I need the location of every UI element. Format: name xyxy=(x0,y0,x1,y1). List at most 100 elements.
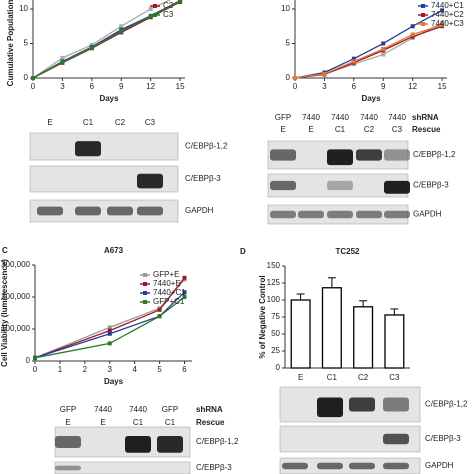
lane-label: C1 xyxy=(165,418,176,427)
point xyxy=(182,290,187,295)
band-label: C/EBPβ-3 xyxy=(196,463,232,472)
x-tick-label: 3 xyxy=(60,82,65,91)
lane-label: C2 xyxy=(115,118,126,127)
legend-marker xyxy=(143,291,147,295)
blot-band xyxy=(327,149,353,166)
point xyxy=(107,325,112,330)
legend-label: 7440+C1 xyxy=(431,1,464,10)
point xyxy=(410,34,415,39)
blot-band xyxy=(270,180,296,191)
blot-band xyxy=(383,397,409,412)
point xyxy=(440,8,445,13)
x-tick-label: 12 xyxy=(408,82,417,91)
point xyxy=(381,41,386,46)
x-tick-label: 15 xyxy=(176,82,185,91)
x-tick-label: 0 xyxy=(293,82,298,91)
point xyxy=(410,32,415,37)
x-tick-label: 9 xyxy=(119,82,124,91)
point xyxy=(119,24,124,29)
blot-strip xyxy=(29,199,179,223)
legend-label: C3 xyxy=(163,10,174,19)
panel-letter: C xyxy=(2,246,8,255)
y-tick-label: 0 xyxy=(26,356,31,365)
lane-label: C1 xyxy=(83,118,94,127)
y-tick-label: 25 xyxy=(271,346,280,355)
blot-band xyxy=(384,180,410,194)
blot-band xyxy=(37,206,63,216)
point xyxy=(322,71,327,76)
legend-marker xyxy=(421,13,425,17)
band-label: C/EBPβ-1,2 xyxy=(413,150,456,159)
bar xyxy=(290,299,311,369)
lane-label: 7440 xyxy=(302,113,320,122)
y-axis-label: % of Negative Control xyxy=(258,275,267,358)
blot-band xyxy=(298,210,324,219)
lane-label: 7440 xyxy=(129,405,147,414)
x-tick-label: 3 xyxy=(322,82,327,91)
lane-label: 7440 xyxy=(360,113,378,122)
y-tick-label: 125 xyxy=(267,278,281,287)
lane-label: E xyxy=(65,418,70,427)
blot-band xyxy=(383,433,409,445)
blot-strip xyxy=(29,132,179,161)
series-line xyxy=(294,9,443,79)
x-axis-label: Days xyxy=(99,94,119,103)
row-label: shRNA xyxy=(196,405,223,414)
legend-label: 7440+C1 xyxy=(153,288,186,297)
legend-marker xyxy=(143,273,147,277)
x-tick-label: 12 xyxy=(146,82,155,91)
bar xyxy=(384,314,405,369)
blot-band xyxy=(125,436,151,453)
legend-marker xyxy=(143,282,147,286)
lane-label: C1 xyxy=(133,418,144,427)
blot-band xyxy=(55,436,81,448)
x-tick-label: 1 xyxy=(58,365,63,374)
band-label: C/EBPβ-3 xyxy=(185,174,221,183)
y-tick-label: 0 xyxy=(286,73,291,82)
point xyxy=(381,47,386,52)
lane-label: E xyxy=(100,418,105,427)
y-tick-label: 200,000 xyxy=(1,292,30,301)
x-tick-label: C2 xyxy=(358,373,369,382)
blot-strip xyxy=(54,461,191,474)
band-label: C/EBPβ-3 xyxy=(425,434,461,443)
x-tick-label: E xyxy=(298,373,303,382)
point xyxy=(182,275,187,280)
x-tick-label: 6 xyxy=(182,365,187,374)
blot-band xyxy=(384,149,410,161)
point xyxy=(31,76,35,80)
series-line xyxy=(34,291,185,359)
blot-band xyxy=(75,206,101,216)
row-label: Rescue xyxy=(412,125,441,134)
x-tick-label: C1 xyxy=(327,373,338,382)
lane-label: E xyxy=(308,125,313,134)
band-label: GAPDH xyxy=(413,210,442,219)
lane-label: C3 xyxy=(145,118,156,127)
x-tick-label: C3 xyxy=(389,373,400,382)
y-axis-label: Cell Viability (luminescence) xyxy=(0,259,9,367)
point xyxy=(107,328,112,333)
x-tick-label: 0 xyxy=(31,82,36,91)
point xyxy=(89,45,94,50)
legend-label: GFP+C1 xyxy=(153,297,185,306)
row-label: Rescue xyxy=(196,418,225,427)
x-tick-label: 5 xyxy=(157,365,162,374)
blot-band xyxy=(270,210,296,219)
lane-label: E xyxy=(280,125,285,134)
y-tick-label: 5 xyxy=(286,39,291,48)
x-tick-label: 9 xyxy=(381,82,386,91)
point xyxy=(107,331,112,336)
point xyxy=(148,14,153,19)
lane-label: C1 xyxy=(335,125,346,134)
y-tick-label: 50 xyxy=(271,329,280,338)
series-line xyxy=(294,25,443,79)
legend-label: 7440+E xyxy=(153,279,181,288)
x-axis-label: Days xyxy=(104,377,124,386)
y-tick-label: 100,000 xyxy=(1,324,30,333)
legend-label: C2 xyxy=(163,1,174,10)
x-tick-label: 0 xyxy=(33,365,38,374)
legend-label: 7440+C2 xyxy=(431,10,464,19)
point xyxy=(351,56,356,61)
legend-marker xyxy=(421,22,425,26)
band-label: C/EBPβ-1,2 xyxy=(185,142,228,151)
